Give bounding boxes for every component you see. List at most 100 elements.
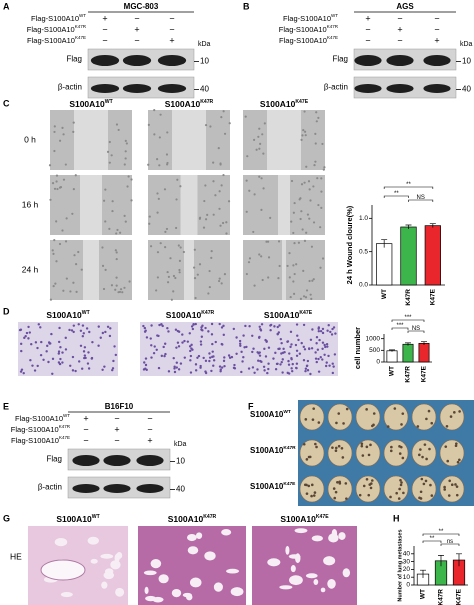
nodule [402,491,405,495]
nodule [312,407,315,410]
cell [172,356,175,360]
label-text: Flag-S100A10 [283,14,331,23]
cell [74,263,78,266]
cell [91,340,94,344]
cell [188,345,192,348]
cell [293,201,296,205]
row-label: Flag-S100A10K47R [279,24,339,34]
band [354,55,382,66]
cell [259,329,263,332]
alveolus [144,586,149,595]
marker-label: 10 [176,457,185,466]
cell [212,180,215,183]
cell [321,327,325,331]
cell [55,174,59,177]
cell [307,180,311,183]
cell [218,365,222,368]
cell [323,353,326,356]
band [103,455,131,466]
cell [248,189,251,192]
cell [191,348,194,351]
label-sup: K47R [203,514,216,520]
significance-bracket [422,540,442,543]
cell [143,326,147,330]
cell [166,281,170,284]
cell [208,359,211,363]
cell [163,342,167,345]
nodule [430,494,434,497]
cell [72,130,75,133]
cell [104,220,107,223]
cell [292,280,295,283]
row-label: Flag-S100A10K47R [27,24,87,34]
nodule [455,485,459,488]
sign: − [434,13,439,23]
label-sup: K47E [299,310,312,316]
cell [34,341,38,344]
cell [175,198,178,201]
nodule [372,412,376,415]
row-label: Flag-S100A10K47E [279,35,338,45]
cell [325,342,329,346]
error-bar [420,569,426,578]
cell [265,340,268,343]
nodule [454,444,458,448]
cell [245,272,248,276]
cell [30,343,33,346]
nodule [423,443,427,446]
band [386,84,414,93]
cell [314,160,317,163]
cell [199,340,203,343]
lung [327,403,353,431]
cell [324,345,327,349]
sign: + [434,35,439,45]
cell [19,370,23,373]
cell [326,329,329,332]
cell [253,371,256,374]
nodule [443,488,446,491]
y-tick-label: 500 [369,347,380,354]
cell [70,329,74,332]
cell [79,344,83,347]
cell [161,324,164,328]
cell [71,355,75,359]
significance-label: NS [416,195,424,201]
cell [315,336,319,339]
panel-label: F [248,401,254,411]
sign: − [169,24,174,34]
label-sup: K47E [316,514,329,520]
cell [58,362,62,366]
cell [73,254,76,257]
nodule [422,482,426,486]
cell [290,179,294,183]
cell [204,184,207,187]
cell [164,245,167,249]
nodule [303,483,307,487]
cell [277,240,281,243]
column-header: S100A10WT [69,99,113,109]
alveolus [327,579,336,589]
nodule [337,444,341,448]
cell [317,330,321,333]
lung [355,439,381,467]
label-sup: WT [331,13,338,18]
cell [204,359,208,363]
cell [245,179,248,182]
cell [292,264,295,267]
cell [239,344,242,347]
nodule [317,421,321,424]
cell [242,334,245,337]
cell [147,123,150,126]
significance-label: NS [412,326,420,332]
cell [53,187,57,190]
cell [111,200,114,203]
nodule [302,442,306,446]
cell [196,273,199,276]
cell [81,324,85,327]
cell [194,296,197,300]
alveolus [290,565,296,573]
cell [253,284,256,287]
cell [118,290,122,294]
cell [202,356,205,360]
cell [260,208,263,211]
